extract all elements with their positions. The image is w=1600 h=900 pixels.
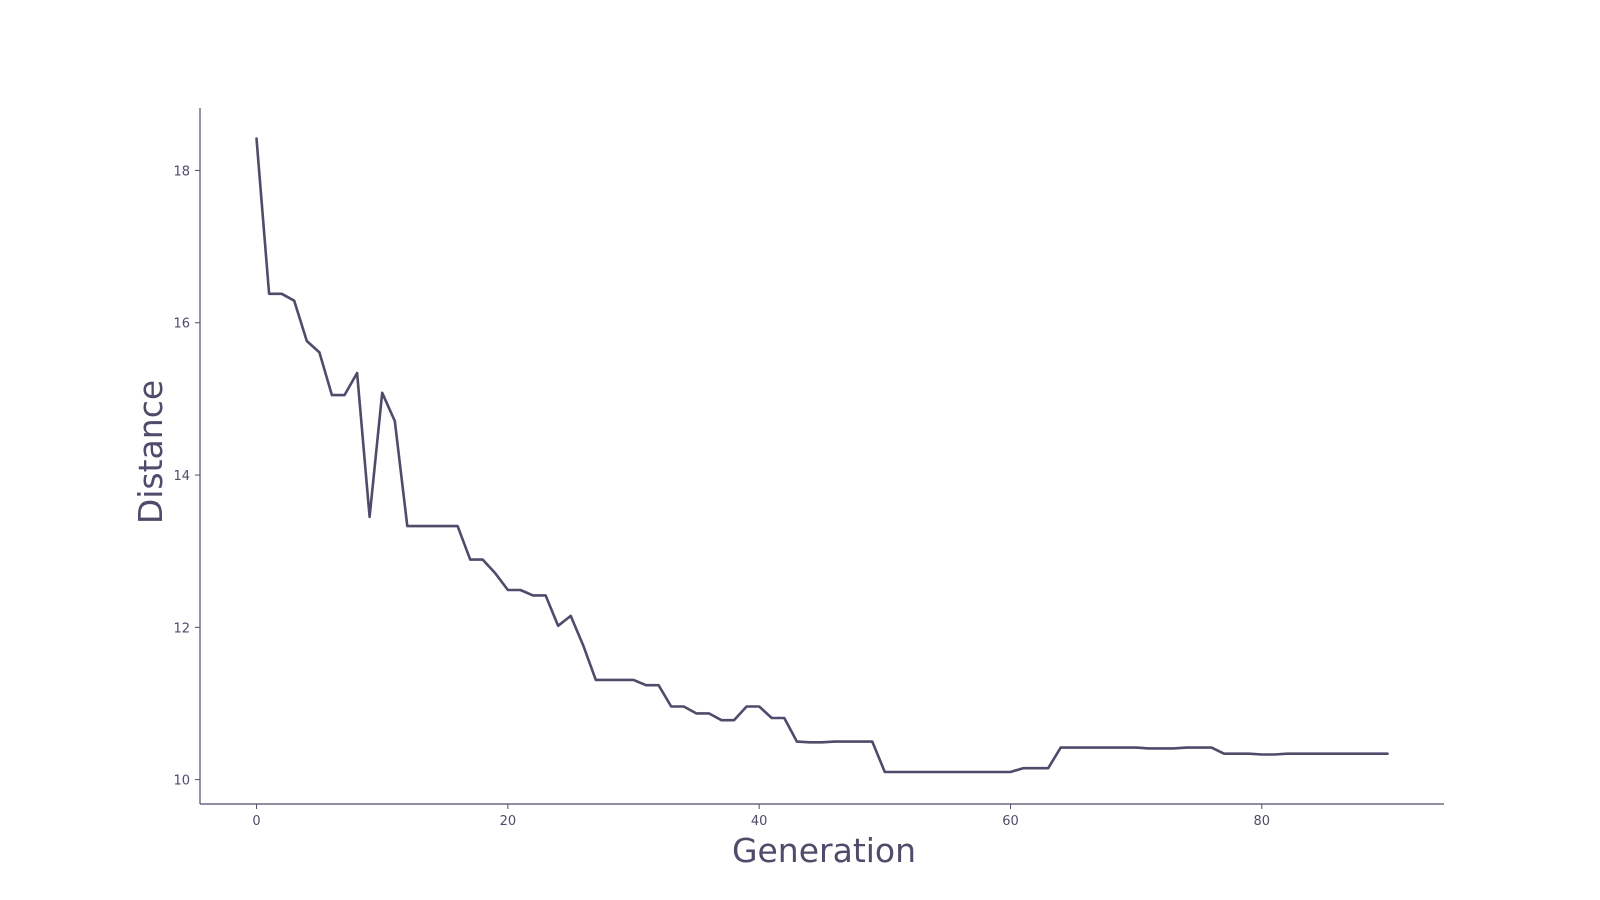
x-tick-label: 80 xyxy=(1254,814,1271,829)
y-tick-label: 14 xyxy=(173,469,190,484)
x-tick-label: 0 xyxy=(252,814,260,829)
x-ticks: 0 20 40 60 80 xyxy=(252,804,1270,829)
x-tick-label: 60 xyxy=(1002,814,1019,829)
y-tick-label: 12 xyxy=(173,621,190,636)
x-tick-label: 20 xyxy=(500,814,517,829)
y-tick-label: 16 xyxy=(173,317,190,332)
y-tick-label: 10 xyxy=(173,774,190,789)
y-ticks: 10 12 14 16 18 xyxy=(173,164,200,789)
y-tick-label: 18 xyxy=(173,164,190,179)
series-line xyxy=(255,137,1389,774)
series xyxy=(255,137,1389,774)
x-tick-label: 40 xyxy=(751,814,768,829)
x-axis-label: Generation xyxy=(732,831,916,870)
axes xyxy=(199,108,1444,805)
y-axis-label: Distance xyxy=(131,380,170,524)
